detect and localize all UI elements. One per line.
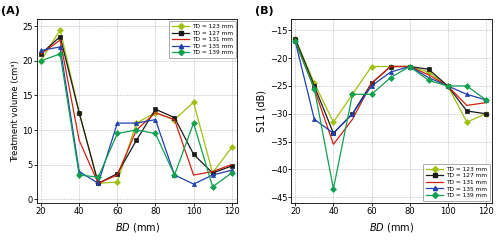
X-axis label: $BD$ (mm): $BD$ (mm)	[115, 222, 160, 234]
X-axis label: $BD$ (mm): $BD$ (mm)	[369, 222, 414, 234]
Legend: TD = 123 mm, TD = 127 mm, TD = 131 mm, TD = 135 mm, TD = 139 mm: TD = 123 mm, TD = 127 mm, TD = 131 mm, T…	[423, 164, 490, 201]
Text: (B): (B)	[256, 6, 274, 16]
Y-axis label: S11 (dB): S11 (dB)	[257, 90, 267, 132]
Legend: TD = 123 mm, TD = 127 mm, TD = 131 mm, TD = 135 mm, TD = 139 mm: TD = 123 mm, TD = 127 mm, TD = 131 mm, T…	[169, 21, 235, 58]
Y-axis label: Treatment volume (cm³): Treatment volume (cm³)	[11, 60, 20, 162]
Text: (A): (A)	[1, 6, 20, 16]
